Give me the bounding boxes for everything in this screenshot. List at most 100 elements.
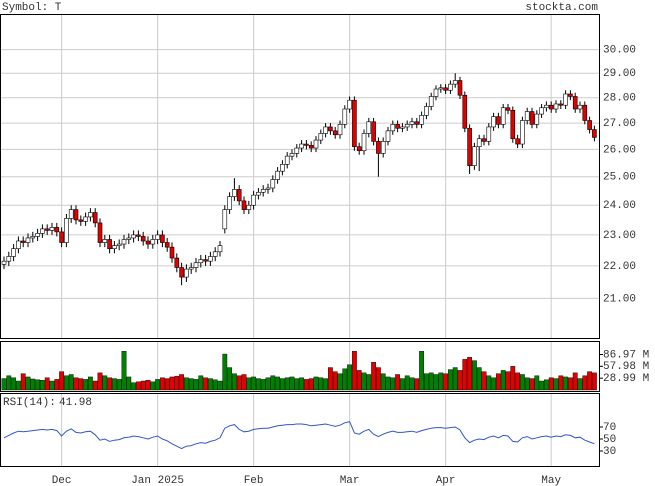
volume-bar: [16, 380, 21, 391]
site-label: stockta.com: [525, 2, 598, 14]
candle-body: [539, 107, 544, 115]
volume-bar: [385, 376, 391, 391]
volume-bar: [150, 381, 156, 391]
volume-bar: [20, 373, 26, 391]
candle-body: [6, 256, 12, 262]
candle-body: [97, 222, 103, 243]
volume-bar: [193, 379, 199, 391]
candle-body: [371, 121, 376, 142]
candle-body: [438, 87, 444, 90]
volume-bar: [352, 351, 357, 391]
y-tick-label: 22.00: [603, 261, 636, 273]
volume-bar: [270, 375, 276, 391]
rsi-value: 41.98: [59, 397, 92, 409]
volume-bar: [30, 378, 36, 391]
volume-bar: [40, 380, 45, 391]
candle-body: [246, 204, 252, 210]
candle-body: [184, 268, 189, 278]
candle-body: [208, 256, 213, 262]
volume-panel: [0, 341, 600, 392]
candle-body: [169, 246, 175, 259]
volume-bar: [529, 378, 535, 391]
candle-body: [44, 228, 50, 231]
candle-body: [92, 212, 98, 224]
candle-body: [467, 127, 472, 166]
volume-bar: [289, 376, 295, 391]
candle-body: [174, 257, 180, 268]
volume-bar: [572, 372, 578, 391]
candle-body: [88, 212, 93, 218]
volume-bar: [433, 374, 439, 391]
y-tick-label: 26.00: [603, 144, 636, 156]
candle-body: [260, 189, 266, 193]
volume-bar: [121, 351, 127, 391]
candle-body: [548, 104, 554, 110]
volume-bar: [328, 367, 333, 391]
candle-body: [587, 120, 592, 130]
candle-body: [476, 138, 482, 148]
candle-body: [400, 126, 405, 129]
volume-tick-label: 57.98 M: [603, 361, 649, 373]
volume-bar: [102, 375, 108, 391]
candle-body: [409, 121, 415, 125]
volume-bar: [1, 378, 7, 391]
rsi-tick-label: 70: [603, 422, 616, 434]
volume-bar: [241, 374, 247, 391]
candle-body: [414, 121, 420, 125]
candle-body: [16, 240, 21, 249]
volume-bar: [568, 377, 573, 391]
volume-bar: [544, 379, 549, 391]
volume-bar: [332, 371, 338, 391]
volume-bar: [203, 377, 208, 391]
volume-bar: [587, 371, 593, 391]
volume-bar: [174, 375, 180, 391]
volume-bar: [592, 372, 597, 391]
candle-body: [164, 242, 170, 248]
candle-body: [188, 267, 194, 270]
y-tick-label: 25.00: [603, 172, 636, 184]
candle-body: [328, 126, 333, 132]
volume-bar: [227, 367, 232, 391]
candle-body: [572, 96, 578, 110]
volume-bar: [265, 377, 271, 391]
x-tick-label: Dec: [52, 475, 72, 486]
candle-body: [448, 83, 453, 91]
candle-body: [462, 94, 468, 129]
volume-bar: [198, 375, 204, 391]
candle-body: [313, 139, 319, 149]
candle-body: [49, 227, 55, 231]
candle-body: [136, 234, 141, 237]
candle-body: [131, 234, 136, 239]
volume-bar: [308, 378, 314, 391]
volume-bar: [313, 376, 319, 391]
symbol-label: Symbol: T: [2, 2, 62, 14]
volume-bar: [424, 373, 429, 391]
candle-body: [232, 189, 237, 197]
volume-bar: [145, 380, 151, 391]
candle-body: [126, 237, 132, 240]
candle-body: [582, 104, 588, 121]
candle-body: [11, 248, 16, 257]
volume-bar: [87, 376, 93, 391]
candle-body: [481, 138, 487, 142]
volume-bar: [169, 376, 175, 391]
volume-bar: [347, 364, 352, 391]
candle-body: [577, 104, 583, 110]
candle-body: [366, 121, 372, 134]
volume-bar: [284, 377, 290, 391]
candle-body: [380, 141, 386, 154]
candle-body: [342, 108, 348, 125]
candle-body: [198, 259, 204, 264]
volume-bar: [472, 360, 477, 391]
volume-bar: [183, 377, 189, 391]
volume-bar: [131, 382, 136, 391]
candle-body: [102, 239, 108, 243]
candle-body: [83, 216, 88, 222]
candle-body: [376, 141, 381, 154]
candle-body: [568, 93, 573, 97]
candle-body: [265, 187, 271, 190]
candle-body: [496, 116, 501, 125]
candle-body: [140, 236, 146, 242]
candle-body: [529, 111, 535, 125]
candle-body: [1, 260, 7, 265]
